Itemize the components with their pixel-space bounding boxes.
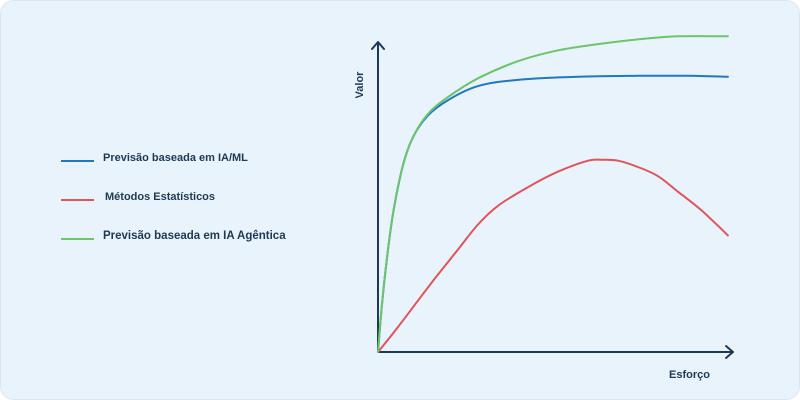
series-line-agentic	[377, 35, 729, 353]
legend-label-statistical: Métodos Estatísticos	[105, 191, 216, 203]
series-line-ia-ml	[377, 74, 729, 353]
x-axis-arrow-icon	[725, 345, 734, 359]
legend-swatch-agentic	[61, 238, 94, 240]
y-axis-arrow-icon	[371, 41, 385, 50]
series-line-statistical	[377, 158, 729, 353]
x-axis-label: Esforço	[669, 369, 710, 381]
y-axis-label: Valor	[354, 71, 366, 99]
y-axis: Valor	[354, 41, 385, 352]
legend-label-ia-ml: Previsão baseada em IA/ML	[103, 152, 248, 164]
legend-label-agentic: Previsão baseada em IA Agêntica	[103, 230, 286, 242]
legend-swatch-statistical	[61, 199, 94, 201]
legend-swatch-ia-ml	[61, 160, 94, 162]
x-axis: Esforço	[378, 345, 734, 381]
series-layer	[377, 35, 729, 353]
